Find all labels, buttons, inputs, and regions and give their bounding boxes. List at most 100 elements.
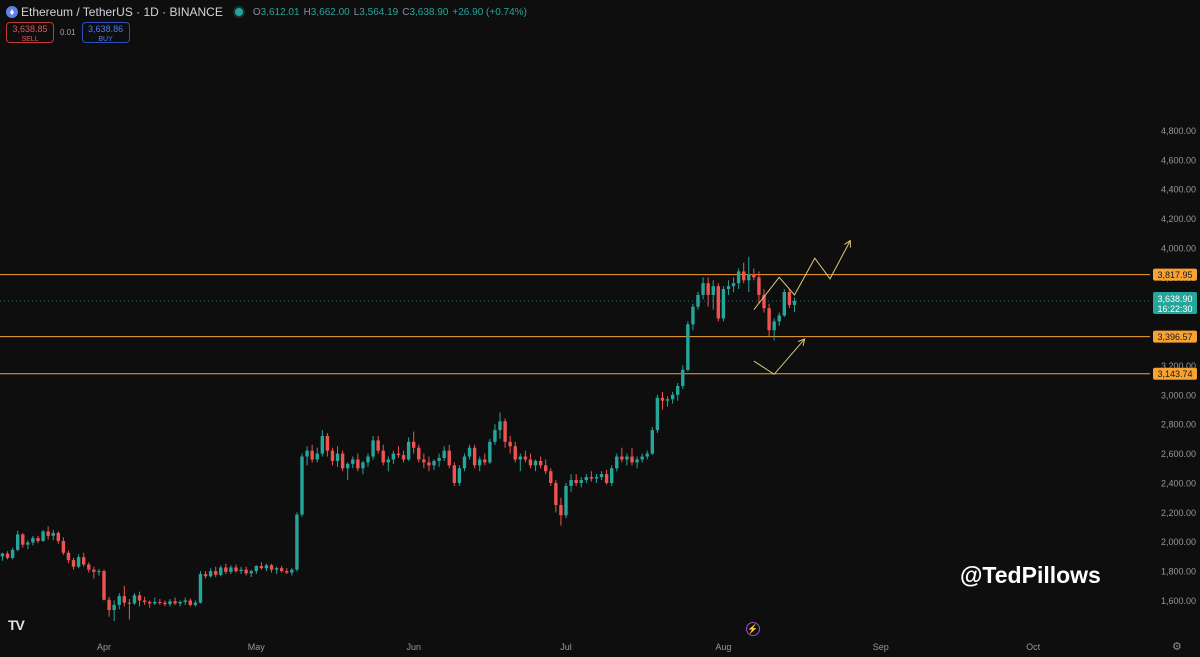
candle — [396, 453, 401, 456]
ohlc-readout: O3,612.01 H3,662.00 L3,564.19 C3,638.90 … — [253, 7, 527, 18]
candle — [366, 456, 370, 463]
candle — [599, 474, 604, 478]
candle — [564, 485, 568, 516]
low-value: 3,564.19 — [359, 6, 399, 18]
gear-icon[interactable]: ⚙ — [1172, 641, 1182, 653]
candle — [762, 294, 766, 309]
candle — [122, 596, 127, 603]
y-tick-label: 4,800.00 — [1161, 126, 1196, 136]
candle — [340, 453, 345, 469]
candle — [142, 600, 147, 602]
candle — [127, 602, 132, 604]
candle — [462, 456, 467, 469]
last-price-tag — [1153, 291, 1197, 314]
candle — [442, 450, 446, 459]
candle — [467, 447, 472, 457]
candle — [594, 477, 599, 479]
y-tick-label: 3,000.00 — [1161, 390, 1196, 400]
candle — [645, 453, 649, 457]
candle — [432, 460, 436, 466]
close-label: C — [402, 6, 410, 18]
candle — [213, 571, 218, 575]
candle — [498, 421, 502, 431]
candle — [153, 601, 157, 604]
candle — [81, 557, 86, 565]
candle — [437, 458, 441, 461]
candle — [56, 532, 61, 542]
projection-arrowhead-1 — [797, 338, 806, 346]
y-tick-label: 4,000.00 — [1161, 243, 1196, 253]
buy-button[interactable]: 3,638.86 BUY — [81, 22, 130, 43]
candle — [26, 542, 30, 545]
candle — [665, 399, 670, 401]
candle — [472, 447, 477, 466]
candle — [224, 567, 228, 572]
candle — [477, 459, 482, 466]
candle — [787, 292, 792, 305]
close-value: 3,638.90 — [409, 6, 449, 18]
candle — [417, 447, 421, 460]
ethereum-icon — [6, 6, 18, 18]
candle — [640, 456, 644, 460]
candle — [87, 564, 91, 570]
candle — [325, 435, 330, 451]
candle — [752, 274, 756, 278]
candle — [686, 324, 690, 370]
candle — [198, 574, 203, 603]
candle — [452, 465, 457, 483]
candle — [376, 440, 380, 451]
author-watermark: @TedPillows — [960, 562, 1101, 588]
candle — [630, 456, 634, 463]
candle — [554, 482, 558, 506]
candle — [528, 459, 533, 466]
level-price-tag-0 — [1153, 268, 1197, 281]
candle — [335, 453, 340, 461]
candle — [604, 474, 609, 483]
candle — [107, 599, 111, 611]
candle — [538, 460, 543, 466]
candle — [97, 571, 101, 573]
symbol-title[interactable]: Ethereum / TetherUS · 1D · BINANCE — [21, 5, 223, 19]
candle — [279, 568, 284, 572]
candle — [10, 549, 15, 558]
y-tick-label: 4,600.00 — [1161, 155, 1196, 165]
candle — [229, 567, 233, 572]
candle — [254, 565, 259, 572]
candle — [46, 531, 50, 536]
candle — [772, 321, 776, 331]
x-tick-label: Jul — [560, 642, 572, 652]
candle — [356, 459, 360, 469]
candle — [158, 601, 162, 603]
candle — [219, 567, 223, 575]
candle — [635, 459, 639, 463]
candle — [305, 450, 309, 457]
candle — [574, 480, 578, 483]
candle — [178, 601, 182, 604]
candle — [731, 283, 736, 287]
sell-price: 3,638.85 — [12, 24, 48, 34]
candle — [183, 600, 187, 602]
candle — [351, 459, 355, 464]
x-tick-label: Oct — [1026, 642, 1041, 652]
candle — [0, 553, 5, 557]
sell-button[interactable]: 3,638.85 SELL — [6, 22, 54, 43]
candle — [112, 604, 116, 611]
candle — [726, 286, 731, 290]
candle — [285, 571, 289, 573]
tradingview-logo[interactable]: TV — [8, 617, 25, 633]
level-price-label: 3,396.57 — [1157, 332, 1192, 342]
candle — [406, 441, 411, 460]
candle — [747, 274, 751, 281]
candle — [36, 538, 40, 542]
candle — [92, 569, 96, 572]
candle — [300, 456, 304, 515]
candle — [543, 465, 548, 472]
candle — [711, 286, 715, 295]
bolt-icon[interactable]: ⚡ — [746, 622, 760, 636]
candle — [670, 394, 675, 400]
candle — [310, 450, 314, 460]
candle — [721, 289, 726, 319]
candle — [203, 574, 208, 577]
y-tick-label: 1,800.00 — [1161, 567, 1196, 577]
